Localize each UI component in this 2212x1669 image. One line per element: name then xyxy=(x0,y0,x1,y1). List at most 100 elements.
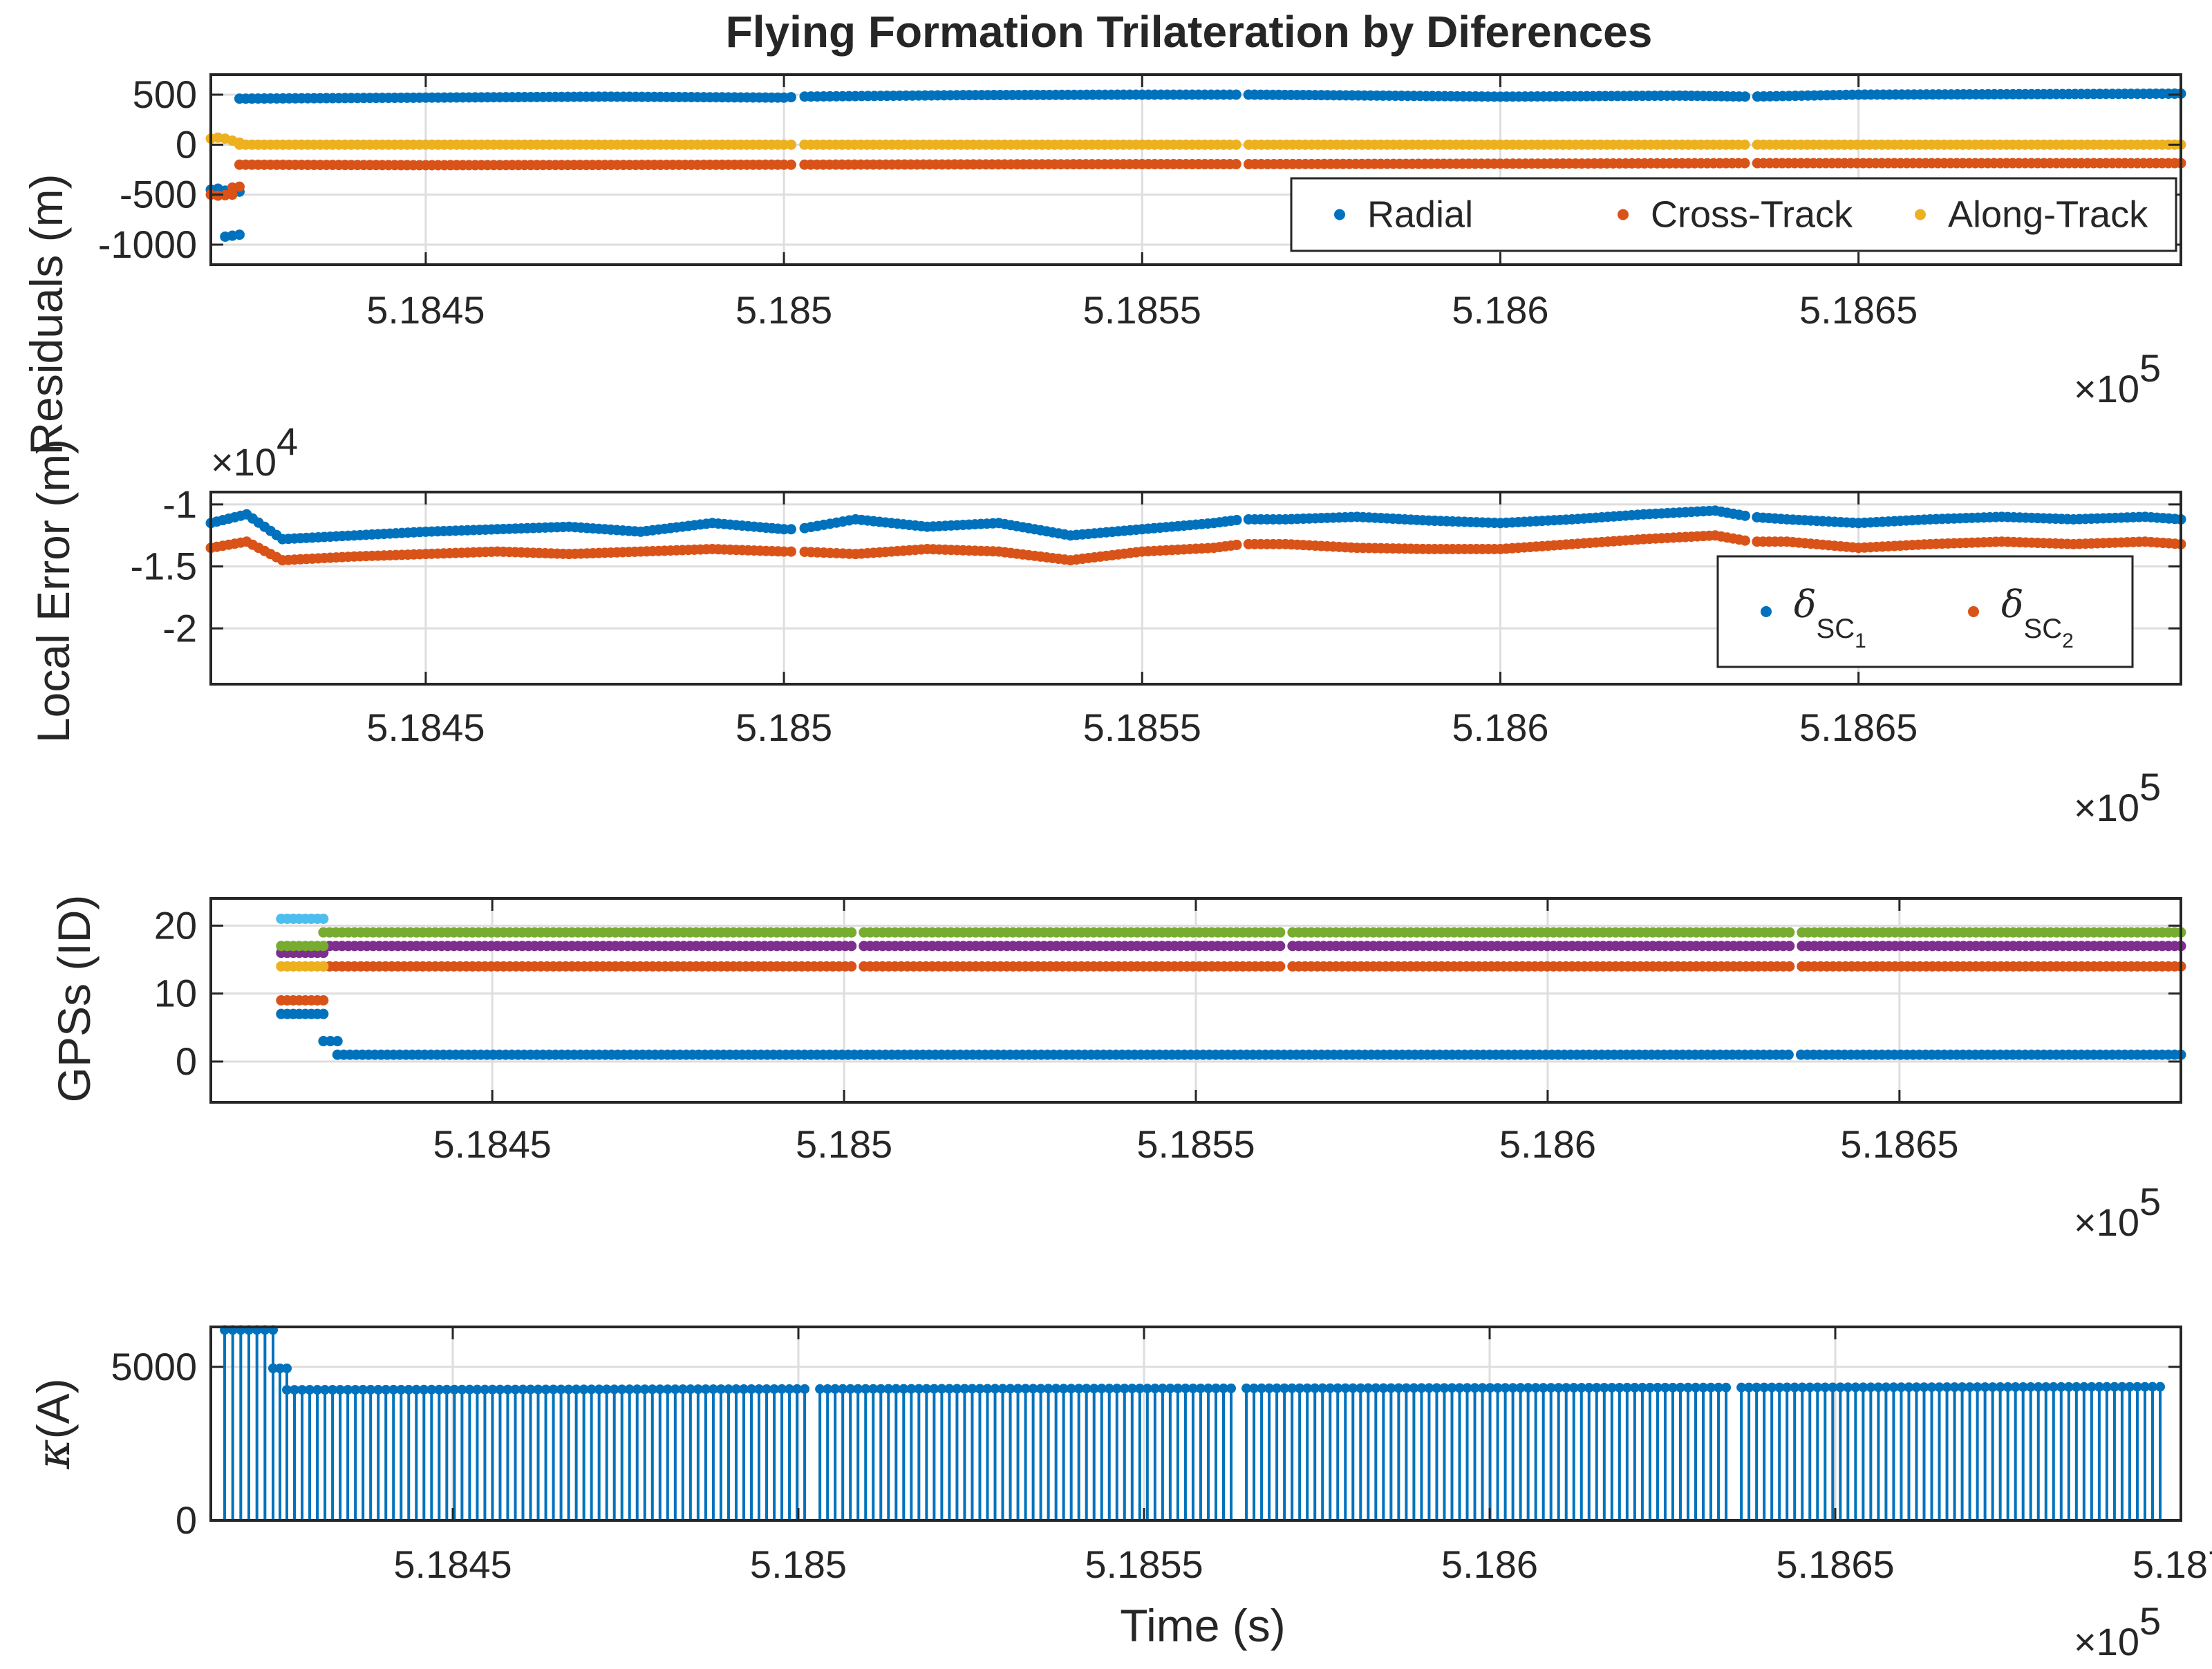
y-tick-label: 5000 xyxy=(111,1345,197,1388)
chart-title: Flying Formation Trilateration by Difere… xyxy=(726,7,1653,57)
data-point xyxy=(318,995,329,1006)
legend-label: Along-Track xyxy=(1948,194,2148,236)
stem-marker xyxy=(921,1384,932,1394)
stem-marker xyxy=(366,1384,376,1395)
stem-marker xyxy=(655,1384,665,1395)
stem-marker xyxy=(1538,1383,1548,1393)
y-tick-label: 0 xyxy=(176,1039,197,1083)
stem-marker xyxy=(959,1384,970,1394)
stem-marker xyxy=(1066,1384,1076,1394)
stem-marker xyxy=(1272,1383,1282,1393)
stem-marker xyxy=(465,1384,475,1395)
stem-marker xyxy=(1599,1382,1609,1393)
subplot-3: 5.1845 5.185 5.1855 5.186 5.1865 20 10 0 GPSs (I… xyxy=(48,895,2186,1244)
data-point xyxy=(846,961,857,972)
data-point xyxy=(778,546,789,557)
stem-marker xyxy=(609,1384,619,1395)
stem-marker xyxy=(1767,1382,1777,1393)
stem-marker xyxy=(1195,1383,1206,1393)
stem-marker xyxy=(1714,1382,1724,1393)
stem-marker xyxy=(1667,1382,1678,1393)
x-tick-label: 5.1845 xyxy=(393,1543,512,1586)
legend-marker xyxy=(1334,209,1345,220)
x-tick-label: 5.185 xyxy=(735,706,832,749)
stem-marker xyxy=(1614,1382,1624,1393)
stem-marker xyxy=(480,1384,490,1395)
stem-marker xyxy=(305,1385,315,1395)
stem-marker xyxy=(2124,1382,2135,1392)
stem-marker xyxy=(1356,1383,1366,1393)
x-exponent-label: ×105 xyxy=(2074,1180,2161,1244)
stem-marker xyxy=(1987,1382,1998,1393)
data-marks xyxy=(220,1325,2165,1520)
stem-marker xyxy=(1226,1383,1237,1393)
stem-marker xyxy=(1637,1382,1647,1393)
x-exponent-label: ×105 xyxy=(2074,346,2161,411)
stem-marker xyxy=(1576,1383,1586,1393)
data-point xyxy=(332,1036,343,1046)
stem-marker xyxy=(1302,1383,1313,1393)
stem-marker xyxy=(442,1384,452,1395)
stem-marker xyxy=(1850,1382,1861,1393)
data-point xyxy=(1230,139,1241,150)
legend-marker xyxy=(1761,606,1772,617)
stem-marker xyxy=(320,1385,330,1395)
stem-marker xyxy=(601,1384,612,1395)
stem-marker xyxy=(1409,1383,1419,1393)
stem-marker xyxy=(1295,1383,1305,1393)
x-tick-label: 5.185 xyxy=(796,1122,892,1166)
stem-marker xyxy=(1980,1382,1990,1393)
stem-marker xyxy=(1752,1382,1762,1393)
stem-marker xyxy=(2086,1382,2097,1392)
data-point xyxy=(318,1008,329,1019)
stem-marker xyxy=(1454,1383,1465,1393)
stem-marker xyxy=(1736,1382,1747,1393)
stem-marker xyxy=(861,1384,871,1394)
stem-marker xyxy=(1401,1383,1412,1393)
stem-marker xyxy=(1652,1382,1662,1393)
x-tick-label: 5.1845 xyxy=(366,288,485,332)
stem-marker xyxy=(830,1384,841,1394)
stem-marker xyxy=(1310,1383,1320,1393)
stem-marker xyxy=(662,1384,673,1395)
stem-marker xyxy=(487,1384,498,1395)
stem-marker xyxy=(929,1384,939,1394)
stem-marker xyxy=(2056,1382,2066,1392)
y-axis-label: Residuals (m) xyxy=(21,173,72,455)
stem-marker xyxy=(579,1384,589,1395)
axes-box xyxy=(209,73,2182,266)
stem-marker xyxy=(1089,1384,1099,1394)
stem-marker xyxy=(404,1384,414,1395)
y-tick-label: -1000 xyxy=(98,223,197,266)
series-1 xyxy=(205,505,2186,545)
stem-marker xyxy=(1866,1382,1876,1393)
x-tick-label: 5.185 xyxy=(750,1543,847,1586)
stem-marker xyxy=(1020,1384,1031,1394)
stem-marker xyxy=(1188,1383,1198,1393)
stem-marker xyxy=(1561,1383,1571,1393)
stem-marker xyxy=(1835,1382,1846,1393)
data-point xyxy=(846,941,857,952)
x-tick-label: 5.186 xyxy=(1499,1122,1596,1166)
stem-marker xyxy=(449,1384,460,1395)
stem-marker xyxy=(899,1384,909,1394)
x-tick-label: 5.186 xyxy=(1452,706,1548,749)
y-tick-label: -1.5 xyxy=(131,545,198,588)
legend-label: Radial xyxy=(1367,194,1473,236)
legend-box xyxy=(1716,555,2134,668)
stem-marker xyxy=(1028,1384,1038,1394)
series-2 xyxy=(205,530,2186,566)
stem-marker xyxy=(434,1384,444,1395)
stem-marker xyxy=(617,1384,627,1395)
x-tick-label: 5.1855 xyxy=(1083,706,1201,749)
data-point xyxy=(1275,961,1286,972)
stem-marker xyxy=(823,1384,833,1394)
stem-marker xyxy=(937,1384,947,1394)
stem-marker xyxy=(677,1384,688,1395)
stem-marker xyxy=(556,1384,566,1395)
stem-marker xyxy=(944,1384,955,1394)
y-axis-label: κ(A) xyxy=(27,1378,80,1469)
stem-marker xyxy=(1492,1383,1503,1393)
stem-marker xyxy=(1112,1384,1122,1394)
stem-marker xyxy=(2117,1382,2127,1392)
